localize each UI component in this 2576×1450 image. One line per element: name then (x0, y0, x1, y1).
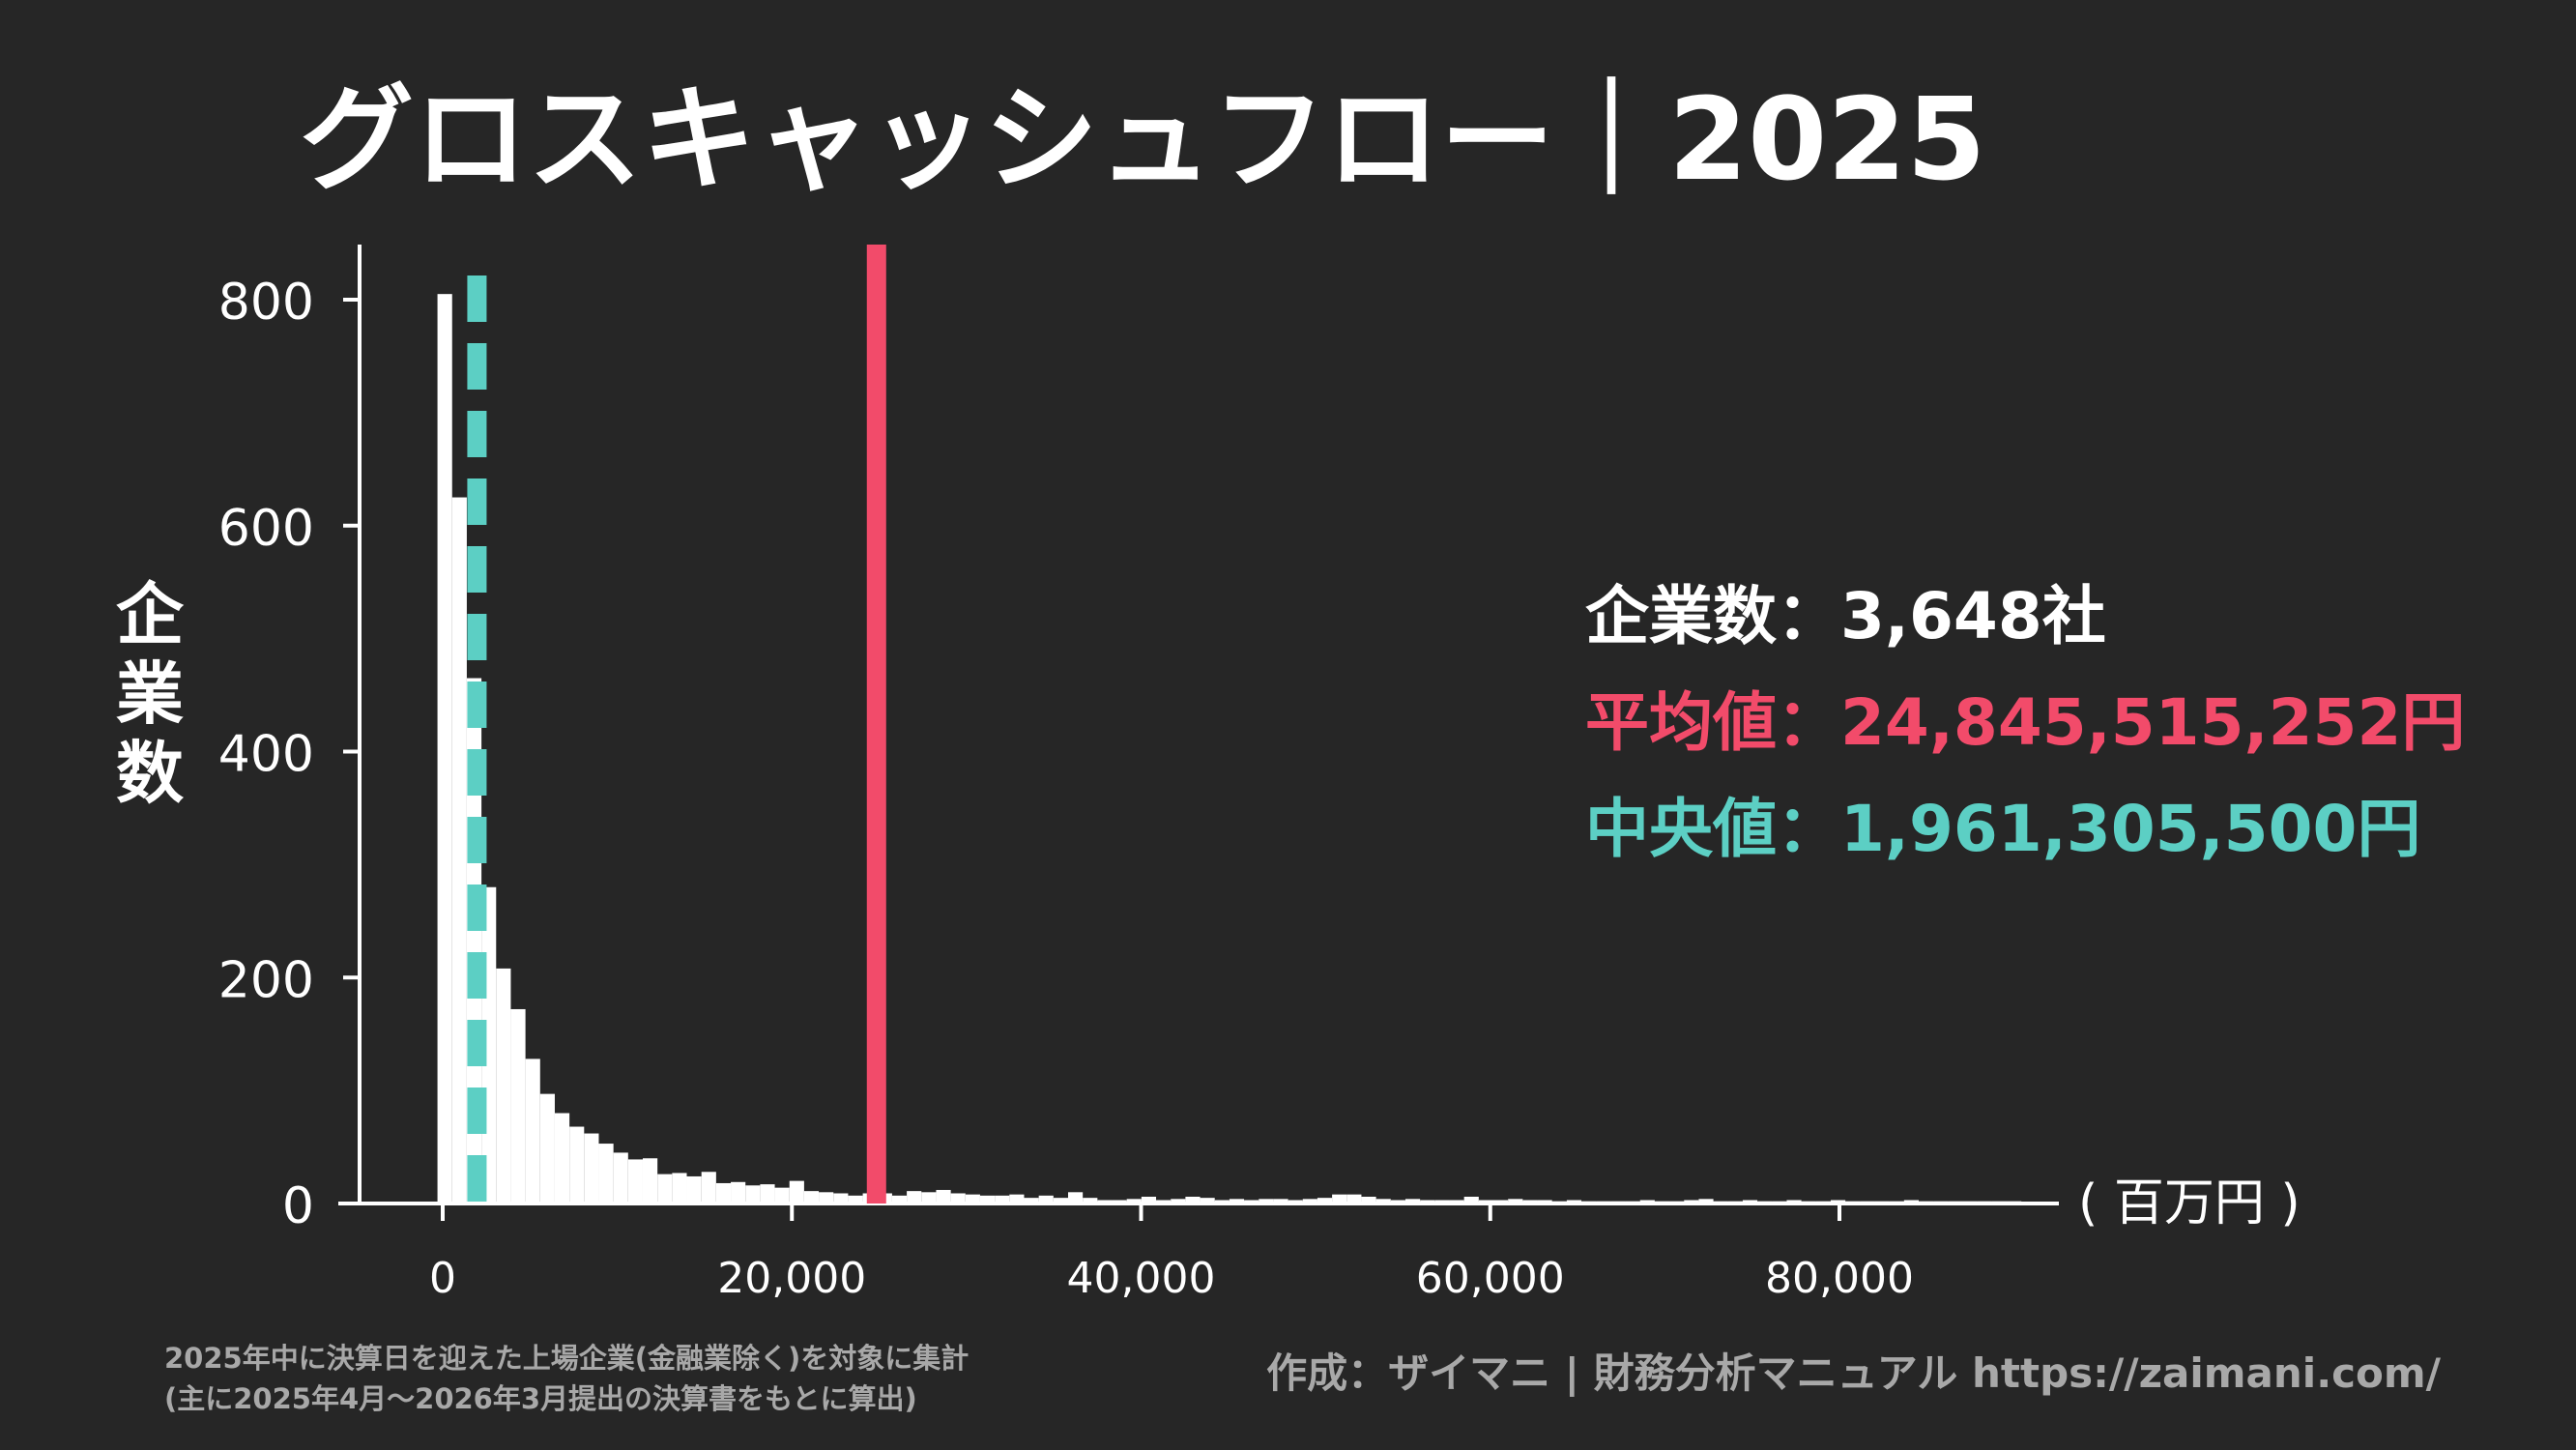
y-axis-label: 企業数 (116, 575, 185, 813)
histogram-bar (525, 1058, 540, 1204)
y-tick-label: 200 (218, 951, 314, 1009)
histogram-bar (1185, 1196, 1201, 1204)
histogram-bar (1302, 1199, 1317, 1204)
histogram-bar (907, 1191, 922, 1204)
histogram-bar (584, 1133, 599, 1204)
histogram-bar (921, 1192, 937, 1204)
histogram-bar (731, 1181, 746, 1204)
histogram-bar (657, 1174, 673, 1204)
histogram-bar (936, 1189, 951, 1204)
footer-note-line2: (主に2025年4月〜2026年3月提出の決算書をもとに算出) (164, 1382, 917, 1415)
histogram-bar (1171, 1199, 1186, 1204)
chart-title: グロスキャッシュフロー｜2025 (300, 72, 1985, 206)
histogram-bar (1024, 1198, 1039, 1204)
histogram-bar (569, 1126, 585, 1204)
histogram-bar (496, 968, 511, 1204)
histogram-bar (1375, 1199, 1391, 1204)
x-tick-label: 60,000 (1416, 1254, 1565, 1303)
histogram-bar (833, 1193, 849, 1204)
histogram-bar (745, 1185, 761, 1204)
histogram-bar (891, 1195, 908, 1204)
histogram-bar (1053, 1198, 1068, 1204)
histogram-bar (598, 1144, 614, 1204)
footer-credit: 作成：ザイマニ | 財務分析マニュアル https://zaimani.com/ (1266, 1349, 2442, 1397)
histogram-bar (672, 1173, 687, 1204)
x-tick-label: 40,000 (1067, 1254, 1216, 1303)
histogram-bars (437, 294, 2022, 1204)
histogram-bar (613, 1152, 628, 1204)
x-tick-label: 0 (429, 1254, 456, 1303)
histogram-bar (466, 678, 482, 1204)
y-axis-ticks: 0 200 400 600 800 (218, 274, 360, 1235)
histogram-bar (1083, 1198, 1098, 1204)
histogram-bar (803, 1191, 820, 1204)
histogram-bar (451, 497, 467, 1204)
histogram-bar (1273, 1199, 1288, 1204)
x-tick-label: 80,000 (1765, 1254, 1914, 1303)
histogram-bar (554, 1113, 570, 1204)
histogram-bar (979, 1195, 996, 1204)
histogram-bar (965, 1194, 980, 1204)
y-tick-label: 600 (218, 500, 314, 558)
histogram-bar (437, 294, 452, 1204)
histogram-bar (1404, 1199, 1421, 1204)
histogram-bar (1698, 1199, 1714, 1204)
histogram-bar (848, 1195, 863, 1204)
histogram-bar (1508, 1199, 1523, 1204)
histogram-bar (995, 1195, 1010, 1204)
histogram-bar (1009, 1194, 1025, 1204)
histogram-bar (1126, 1199, 1142, 1204)
x-axis-ticks: 0 20,000 40,000 60,000 80,000 (429, 1204, 1914, 1303)
histogram-bar (627, 1159, 643, 1204)
stat-company-count: 企業数：3,648社 (1585, 579, 2106, 653)
histogram-bar (701, 1172, 716, 1204)
histogram-bar (789, 1180, 804, 1204)
histogram-bar (1259, 1199, 1274, 1204)
histogram-bar (1038, 1195, 1054, 1204)
histogram-bar (643, 1158, 658, 1204)
histogram-bar (774, 1187, 790, 1204)
histogram-bar (510, 1008, 526, 1204)
histogram-bar (760, 1184, 775, 1204)
stat-median: 中央値：1,961,305,500円 (1585, 792, 2420, 866)
y-tick-label: 0 (282, 1177, 314, 1235)
histogram-bar (1229, 1199, 1245, 1204)
histogram-bar (950, 1193, 966, 1204)
histogram-bar (1346, 1194, 1362, 1204)
histogram-bar (1200, 1198, 1215, 1204)
footer-note-line1: 2025年中に決算日を迎えた上場企業(金融業除く)を対象に集計 (164, 1342, 969, 1375)
x-axis-unit-label: ( 百万円 ) (2078, 1174, 2301, 1232)
histogram-bar (819, 1192, 834, 1204)
histogram-bar (715, 1182, 732, 1204)
y-tick-label: 400 (218, 726, 314, 784)
histogram-bar (1361, 1196, 1376, 1204)
histogram-bar (1068, 1192, 1084, 1204)
stat-mean: 平均値：24,845,515,252円 (1585, 685, 2465, 760)
histogram-bar (1463, 1196, 1479, 1204)
histogram-bar (1332, 1194, 1347, 1204)
histogram-bar (1317, 1198, 1333, 1204)
histogram-bar (539, 1093, 555, 1204)
histogram-bar (1141, 1196, 1157, 1204)
y-tick-label: 800 (218, 274, 314, 332)
x-tick-label: 20,000 (717, 1254, 866, 1303)
histogram-bar (686, 1175, 702, 1204)
